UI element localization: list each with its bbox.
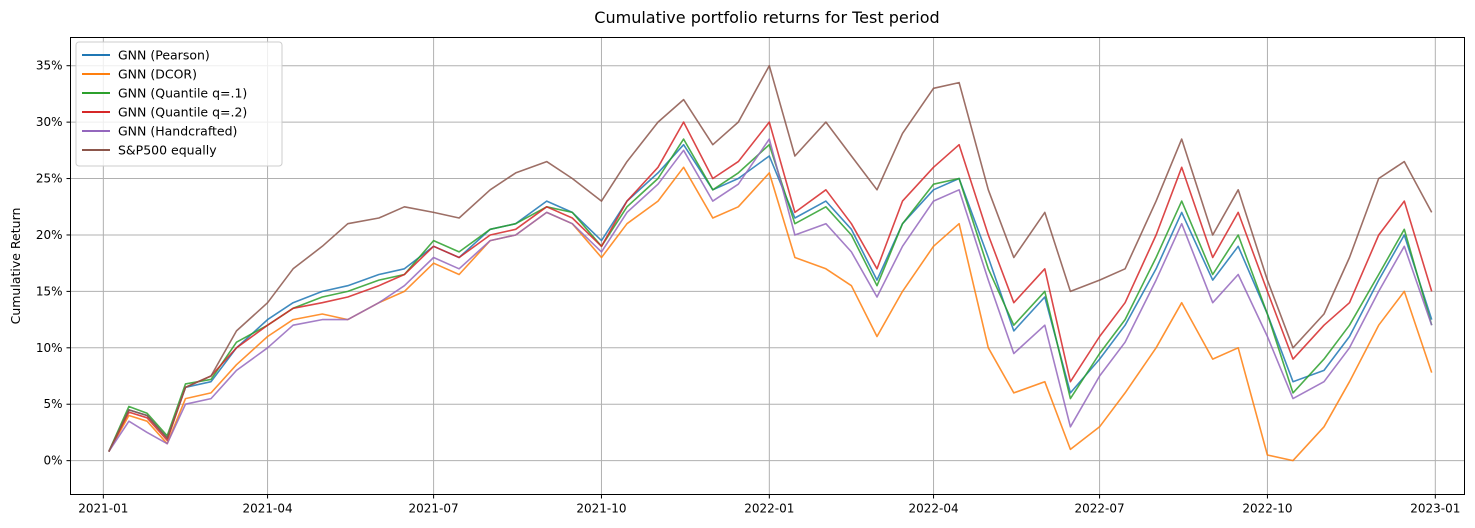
legend-label: GNN (Quantile q=.1) <box>118 86 247 101</box>
x-tick-label: 2022-10 <box>1242 502 1292 516</box>
y-axis-label: Cumulative Return <box>8 208 23 325</box>
y-tick-label: 15% <box>36 284 63 298</box>
legend-label: GNN (DCOR) <box>118 67 197 82</box>
x-tick-label: 2022-01 <box>744 502 794 516</box>
y-tick-label: 25% <box>36 172 63 186</box>
chart-title: Cumulative portfolio returns for Test pe… <box>594 8 939 27</box>
x-tick-label: 2021-10 <box>576 502 626 516</box>
series-line <box>108 138 1433 453</box>
series-line <box>108 64 1433 452</box>
y-tick-label: 10% <box>36 341 63 355</box>
x-tick-label: 2021-01 <box>78 502 128 516</box>
y-tick-label: 20% <box>36 228 63 242</box>
y-tick-label: 35% <box>36 59 63 73</box>
series-line <box>108 121 1433 452</box>
x-tick-label: 2022-07 <box>1075 502 1125 516</box>
y-tick-label: 5% <box>43 397 62 411</box>
legend-label: GNN (Handcrafted) <box>118 124 237 139</box>
series-line <box>108 138 1433 452</box>
legend-label: GNN (Pearson) <box>118 48 210 63</box>
legend-label: S&P500 equally <box>118 143 217 158</box>
legend: GNN (Pearson) GNN (DCOR) GNN (Quantile q=.… <box>75 41 283 167</box>
grid <box>70 37 1465 495</box>
legend-label: GNN (Quantile q=.2) <box>118 105 247 120</box>
y-axis: 0% 5% 10% 15% 20% 25% 30% 35% <box>36 59 71 468</box>
x-axis: 2021-01 2021-04 2021-07 2021-10 2022-01 2022-… <box>78 494 1460 516</box>
x-tick-label: 2023-01 <box>1410 502 1460 516</box>
series-line <box>108 166 1433 462</box>
x-tick-label: 2022-04 <box>908 502 958 516</box>
x-tick-label: 2021-07 <box>409 502 459 516</box>
y-tick-label: 0% <box>43 454 62 468</box>
series-group <box>108 64 1433 462</box>
series-line <box>108 143 1433 452</box>
plot-frame <box>70 37 1465 495</box>
legend-box <box>75 41 283 167</box>
x-tick-label: 2021-04 <box>242 502 292 516</box>
y-tick-label: 30% <box>36 115 63 129</box>
